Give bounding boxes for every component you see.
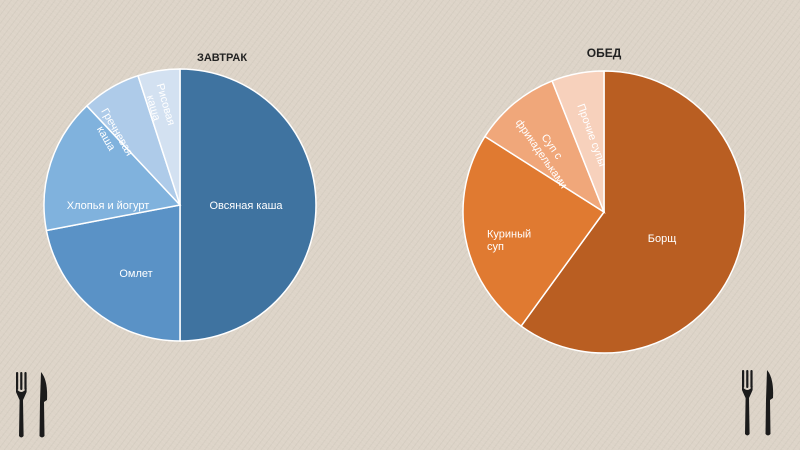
slice-label: Борщ [648,233,677,245]
slice-label: Омлет [119,268,152,280]
slice-label: Овсяная каша [209,200,283,212]
pie-chart-breakfast: ЗАВТРАК Овсяная каша Омлет Хлопья и йогурт… [43,52,317,342]
fork-knife-icon [16,372,48,438]
pie-slice [483,79,606,214]
pie-slice [179,68,317,342]
chart-title-breakfast: ЗАВТРАК [197,52,247,64]
chart-title-lunch: ОБЕД [587,46,622,60]
pie-slice [45,204,181,342]
pie-slice [551,70,605,213]
slice-label: Куриный суп [487,229,531,254]
slice-label: Хлопья и йогурт [67,200,149,212]
pie-slice [520,70,746,354]
fork-knife-icon [742,370,774,436]
pie-slice [43,104,182,232]
pie-slice [137,68,181,206]
pie-slice [462,135,606,328]
